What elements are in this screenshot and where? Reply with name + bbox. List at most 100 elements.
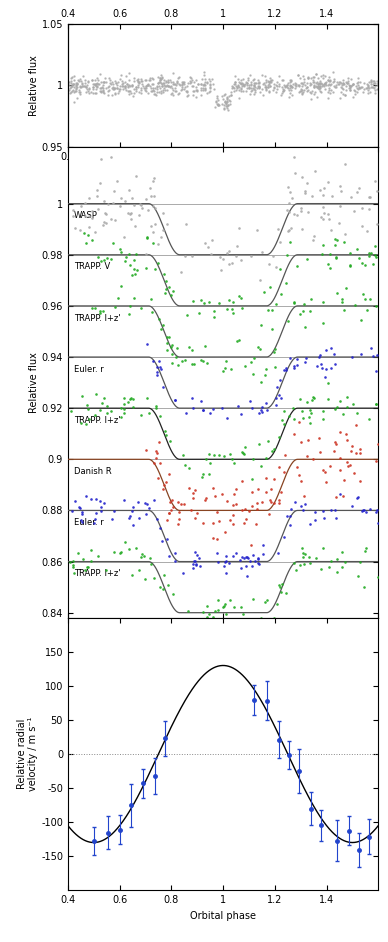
Point [311,70,317,85]
Point [130,517,136,532]
Point [105,196,111,211]
Point [160,205,166,220]
Point [93,81,99,96]
Point [160,481,166,496]
Point [144,78,150,93]
Point [323,74,329,89]
Point [147,291,154,306]
Point [314,74,320,89]
Point [71,73,77,88]
Point [269,444,275,459]
Point [192,483,198,498]
Point [332,502,338,517]
Point [126,73,132,88]
Point [266,85,272,100]
Point [263,82,270,97]
Point [112,80,118,95]
Point [176,70,182,85]
Point [145,77,151,92]
Point [255,551,261,566]
Point [260,76,266,91]
Point [319,78,325,93]
Point [143,80,149,95]
Point [170,83,176,98]
Point [113,75,120,90]
Point [349,438,355,453]
Point [146,73,152,88]
Point [328,341,334,356]
Point [193,80,199,95]
Point [365,80,372,95]
Point [97,81,104,96]
Point [237,553,244,568]
Point [81,209,88,224]
Point [362,257,368,272]
Point [267,616,274,631]
Point [112,73,118,89]
Point [269,322,275,337]
Point [224,91,230,106]
Point [337,424,343,439]
Point [287,81,293,96]
Point [373,453,379,468]
Point [301,546,308,561]
Point [360,75,367,90]
Point [347,83,353,98]
Point [84,81,90,96]
Point [166,279,172,294]
Point [112,85,118,100]
Point [93,386,99,401]
Point [335,76,341,91]
Point [231,83,237,98]
Point [287,74,293,89]
Point [156,85,162,100]
Point [275,79,282,94]
Point [317,78,323,93]
Point [291,412,297,427]
Point [322,369,328,384]
Point [334,233,340,248]
Point [123,250,129,265]
Point [327,502,334,517]
Point [275,577,282,593]
Point [265,302,272,317]
Point [314,79,320,94]
Point [119,78,125,93]
Point [312,80,318,95]
Point [156,78,163,93]
Point [226,243,232,258]
Point [182,80,188,95]
Point [151,81,158,96]
Point [247,393,253,408]
Point [147,78,153,93]
Point [163,273,170,288]
Point [140,548,147,563]
Point [121,406,127,421]
Point [262,367,268,382]
Point [341,76,347,91]
Point [246,504,252,519]
Point [289,77,296,92]
Point [170,76,176,91]
Text: Danish R: Danish R [74,467,112,476]
Point [79,515,85,530]
Point [374,75,381,90]
Point [211,303,217,318]
Point [338,184,344,199]
Point [115,85,121,100]
Point [322,76,329,91]
Point [333,74,340,89]
Point [68,71,74,86]
Point [362,292,368,307]
Point [300,545,306,560]
Point [204,609,210,625]
Point [296,78,302,93]
Point [222,94,229,109]
Point [291,295,298,310]
Point [359,79,365,94]
Point [304,448,310,463]
Point [325,256,331,271]
Point [100,303,106,318]
Point [336,450,343,465]
Point [284,247,290,262]
